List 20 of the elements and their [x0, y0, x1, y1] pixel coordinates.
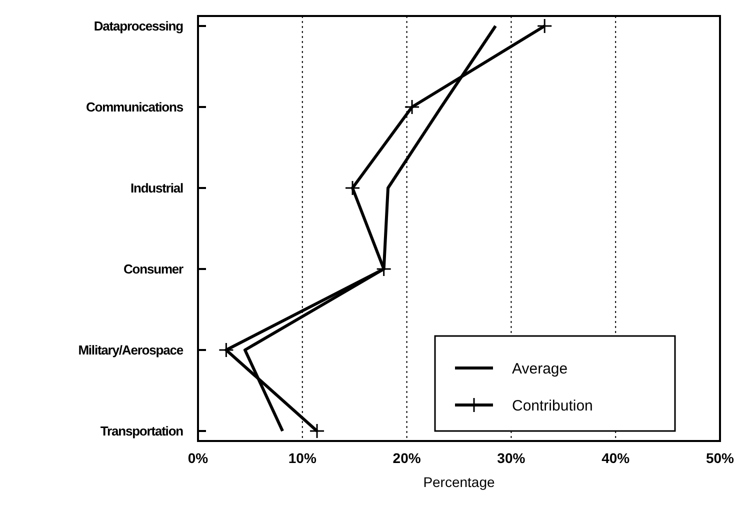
x-tick-label: 0%: [188, 450, 209, 466]
point: [404, 99, 420, 115]
y-tick-label: Consumer: [124, 262, 184, 277]
x-tick-label: 30%: [497, 450, 526, 466]
point: [309, 423, 325, 439]
x-tick-label: 10%: [288, 450, 317, 466]
y-tick-label: Transportation: [100, 424, 184, 439]
legend-label: Average: [512, 360, 568, 378]
point: [536, 18, 552, 34]
x-tick-label: 50%: [706, 450, 735, 466]
legend-label: Contribution: [512, 397, 593, 414]
x-axis-title: Percentage: [423, 474, 496, 490]
y-tick-label: Military/Aerospace: [78, 342, 184, 358]
point: [344, 180, 360, 196]
point: [218, 342, 234, 358]
x-tick-label: 20%: [392, 450, 422, 466]
x-tick-label: 40%: [602, 450, 630, 466]
y-tick-label: Dataprocessing: [94, 18, 184, 34]
y-tick-label: Communications: [86, 100, 184, 115]
y-tick-label: Industrial: [130, 180, 183, 196]
